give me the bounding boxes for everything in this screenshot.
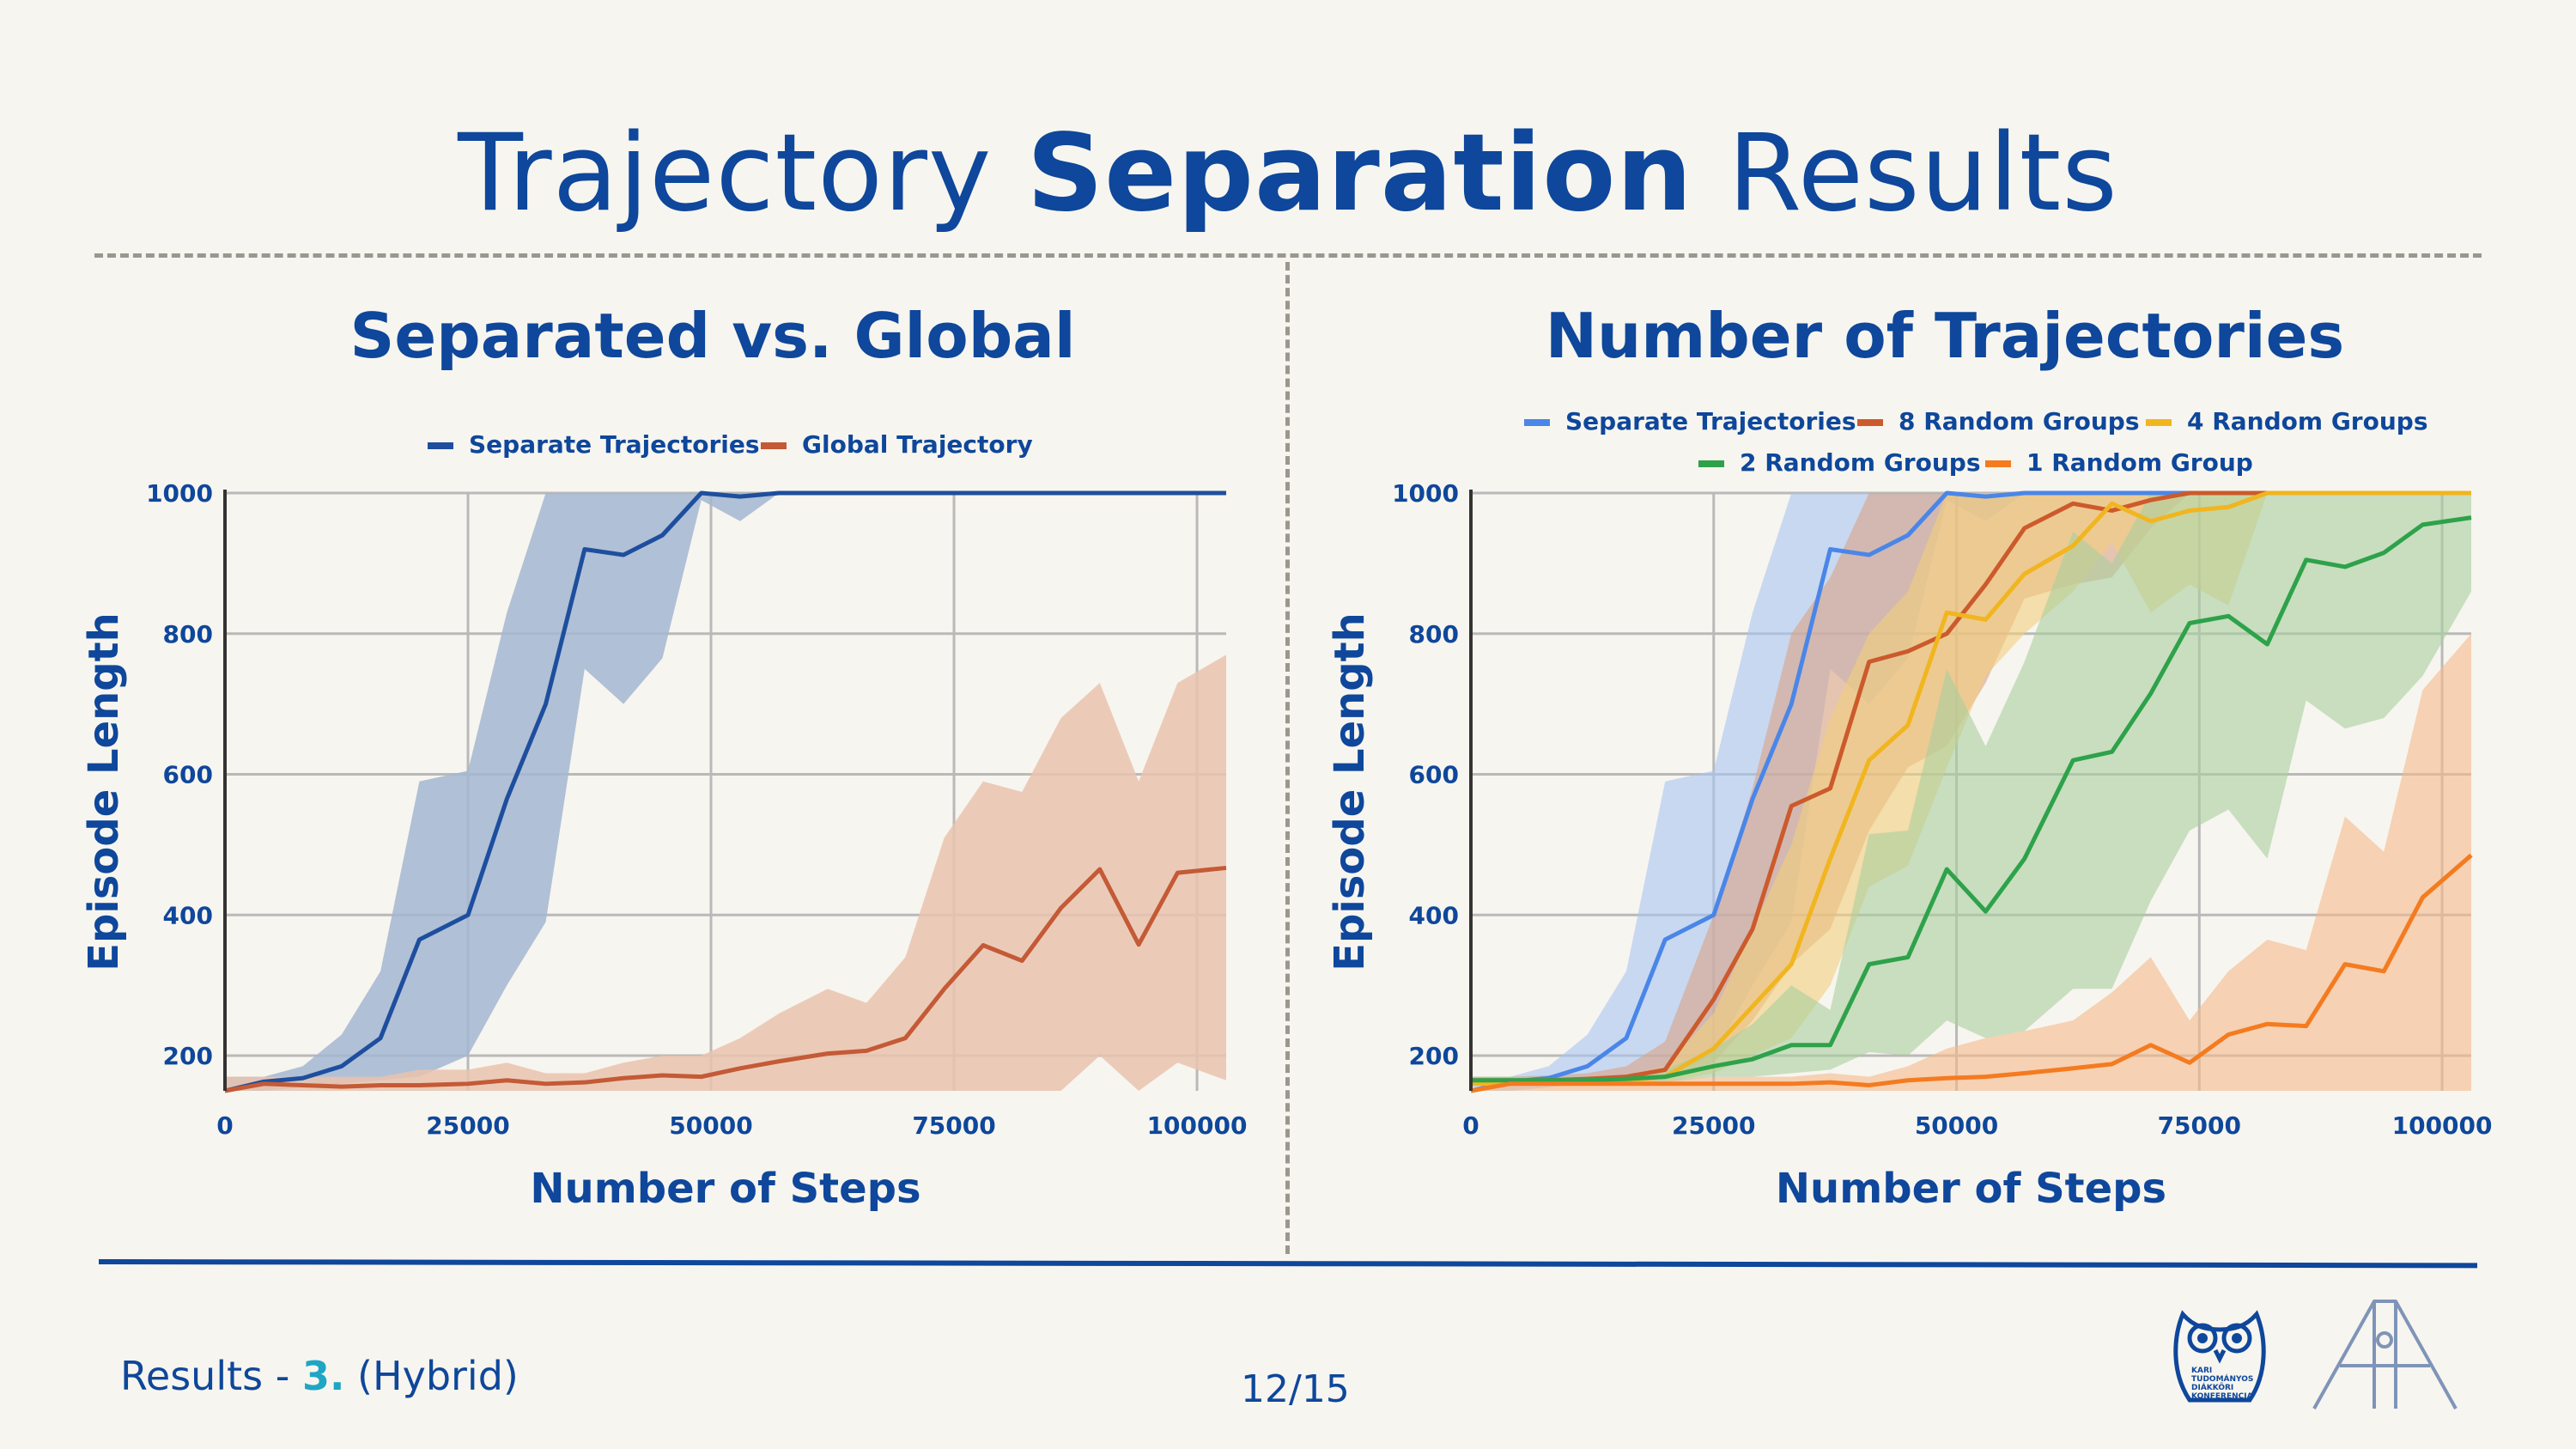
confidence-band (1471, 493, 2471, 1084)
legend-swatch (2146, 419, 2172, 426)
x-tick-label: 100000 (1147, 1111, 1248, 1140)
series-line (224, 490, 1226, 1093)
confidence-band (225, 654, 1226, 1091)
legend-label: Global Trajectory (802, 430, 1033, 459)
x-tick-label: 0 (1462, 1111, 1479, 1140)
confidence-band (225, 493, 1226, 1091)
footer-section-label: Results - 3. (Hybrid) (120, 1353, 519, 1399)
legend-swatch (1857, 419, 1883, 426)
page-number: 12/15 (1241, 1367, 1350, 1411)
svg-text:DIÁKKÖRI: DIÁKKÖRI (2191, 1382, 2233, 1392)
legend-swatch (1698, 460, 1724, 467)
legend-label: 4 Random Groups (2187, 407, 2428, 435)
slide-title: Trajectory Separation Results (458, 112, 2118, 235)
series-line (1471, 515, 2472, 1083)
y-tick-label: 400 (1409, 901, 1459, 929)
x-tick-label: 75000 (2158, 1111, 2241, 1140)
chart-number-of-trajectories: 0 25000 50000 75000 100000 200 400 600 800 1000 Nu… (1326, 407, 2493, 1213)
svg-text:TUDOMÁNYOS: TUDOMÁNYOS (2191, 1373, 2253, 1384)
y-axis-title: Episode Length (1326, 612, 1374, 971)
y-tick-label: 400 (163, 901, 213, 929)
confidence-band (1471, 633, 2471, 1091)
legend-label: Separate Trajectories (1565, 407, 1856, 435)
svg-text:KARI: KARI (2191, 1367, 2212, 1375)
x-tick-label: 50000 (669, 1111, 752, 1140)
confidence-band (1471, 493, 2471, 1084)
x-tick-label: 50000 (1915, 1111, 1998, 1140)
x-axis-title: Number of Steps (530, 1165, 920, 1213)
y-tick-label: 600 (163, 761, 213, 789)
y-tick-label: 600 (1409, 761, 1459, 789)
a-logo (2312, 1300, 2458, 1409)
tdk-owl-logo: KARI TUDOMÁNYOS DIÁKKÖRI KONFERENCIA (2173, 1310, 2266, 1403)
y-tick-label: 800 (1409, 620, 1459, 648)
x-tick-label: 25000 (1672, 1111, 1755, 1140)
y-axis-title: Episode Length (80, 612, 128, 971)
y-tick-label: 1000 (1392, 479, 1459, 508)
chart-left-title: Separated vs. Global (349, 300, 1076, 372)
legend-swatch (1524, 419, 1550, 426)
series-line (224, 865, 1227, 1093)
x-axis-title: Number of Steps (1776, 1165, 2166, 1213)
x-tick-label: 0 (216, 1111, 233, 1140)
x-tick-label: 25000 (426, 1111, 509, 1140)
legend-swatch (761, 442, 787, 449)
confidence-band (1471, 493, 2471, 1084)
title-divider (94, 253, 2482, 258)
panel-divider (1285, 262, 1290, 1254)
legend-label: 2 Random Groups (1740, 448, 1981, 477)
legend-label: 8 Random Groups (1899, 407, 2140, 435)
x-tick-label: 100000 (2392, 1111, 2493, 1140)
chart-separated-vs-global: 0 25000 50000 75000 100000 200 400 600 800 1000 Nu… (80, 430, 1248, 1213)
x-tick-label: 75000 (912, 1111, 995, 1140)
legend-label: 1 Random Group (2026, 448, 2253, 477)
y-tick-label: 1000 (146, 479, 213, 508)
footer-divider (98, 1259, 2478, 1269)
legend-label: Separate Trajectories (469, 430, 760, 459)
legend-swatch (1985, 460, 2011, 467)
legend-swatch (428, 442, 453, 449)
series-line (1470, 853, 2473, 1093)
y-tick-label: 200 (1409, 1042, 1459, 1070)
chart-right-title: Number of Trajectories (1545, 300, 2345, 372)
y-tick-label: 200 (163, 1042, 213, 1070)
svg-text:KONFERENCIA: KONFERENCIA (2191, 1392, 2253, 1401)
y-tick-label: 800 (163, 620, 213, 648)
